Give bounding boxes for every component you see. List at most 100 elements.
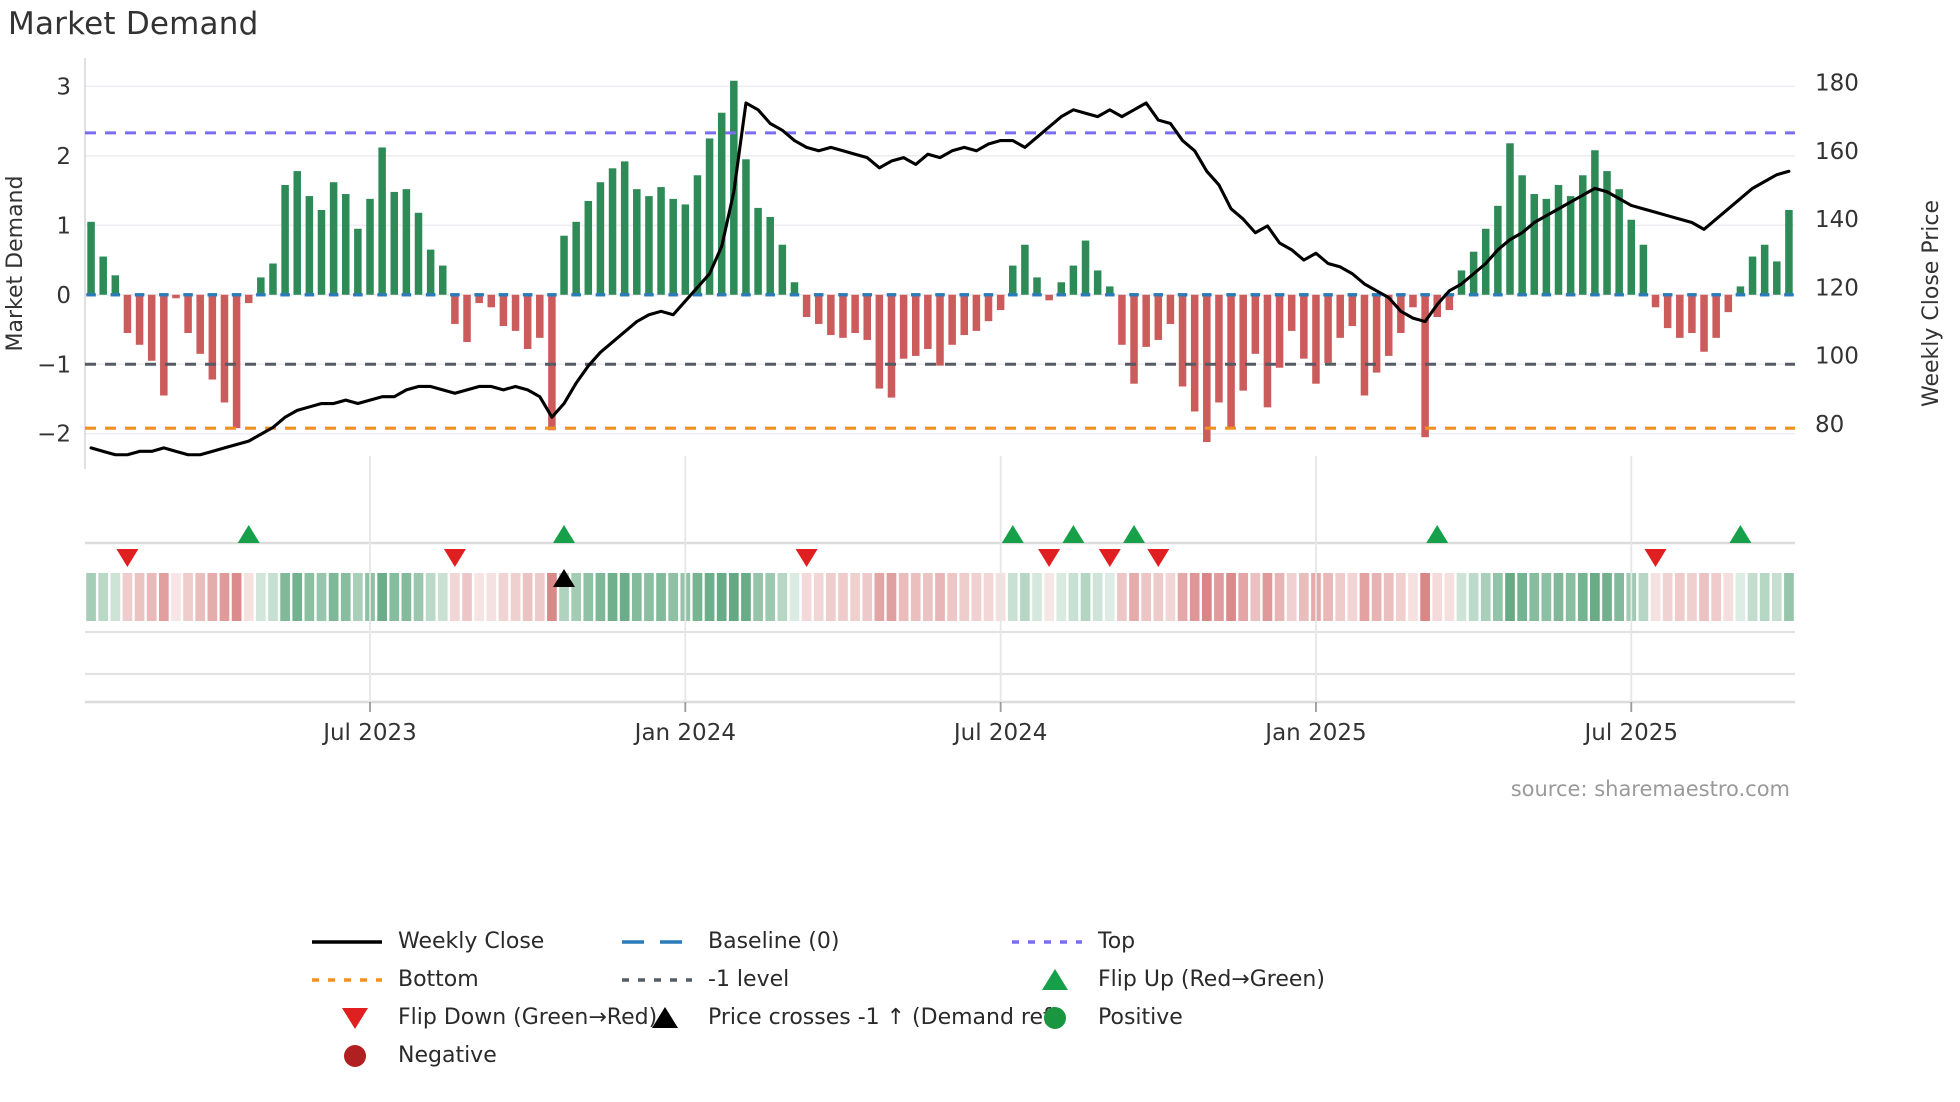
flip-up-marker xyxy=(1062,525,1085,543)
strip-cell xyxy=(450,573,460,621)
strip-cell xyxy=(1529,573,1540,621)
demand-bar xyxy=(1397,294,1405,333)
demand-bar xyxy=(1021,244,1029,295)
demand-bar xyxy=(717,112,726,295)
legend-item[interactable]: Top xyxy=(1012,929,1135,954)
strip-cell xyxy=(595,573,606,621)
flip-down-marker xyxy=(1147,549,1170,567)
strip-cell xyxy=(1068,573,1079,621)
strip-cell xyxy=(1141,573,1152,621)
legend-item[interactable]: Negative xyxy=(344,1043,497,1068)
demand-bar xyxy=(1773,261,1781,295)
strip-cell xyxy=(1092,573,1103,621)
strip-cell xyxy=(413,573,424,621)
legend-item-label: Positive xyxy=(1098,1005,1183,1030)
legend-item[interactable]: Positive xyxy=(1044,1005,1183,1030)
strip-cell xyxy=(231,573,242,621)
demand-bar xyxy=(1676,294,1684,338)
right-tick-label: 100 xyxy=(1815,344,1859,370)
strip-cell xyxy=(1565,573,1576,621)
flip-up-marker xyxy=(237,525,260,543)
demand-bar xyxy=(317,210,326,295)
demand-bar xyxy=(899,294,908,359)
demand-bar xyxy=(1057,282,1066,295)
legend-item[interactable]: Weekly Close xyxy=(312,929,544,954)
page-title: Market Demand xyxy=(8,6,259,42)
strip-cell xyxy=(1359,573,1370,621)
demand-bar xyxy=(863,294,871,340)
demand-bar xyxy=(366,198,374,295)
demand-bar xyxy=(984,294,993,322)
strip-cell xyxy=(631,573,642,621)
strip-cell xyxy=(1250,573,1261,621)
demand-bar xyxy=(341,194,350,295)
demand-bar xyxy=(475,294,483,304)
strip-cell xyxy=(1687,573,1697,621)
strip-cell xyxy=(1456,573,1467,621)
legend-circle-icon xyxy=(344,1045,366,1067)
flip-up-marker xyxy=(1426,525,1449,543)
left-tick-label: −2 xyxy=(37,422,71,448)
legend-circle-icon xyxy=(1044,1007,1066,1029)
demand-bar xyxy=(499,294,508,327)
demand-bar xyxy=(487,294,496,308)
demand-bar xyxy=(244,294,253,304)
legend-item[interactable]: Flip Up (Red→Green) xyxy=(1042,967,1325,992)
demand-bar xyxy=(1712,294,1720,338)
demand-bar xyxy=(1166,294,1175,324)
demand-bar xyxy=(293,171,301,295)
strip-cell xyxy=(644,573,654,621)
legend-item-label: Weekly Close xyxy=(398,929,544,954)
demand-bar xyxy=(354,228,362,295)
legend-item[interactable]: Baseline (0) xyxy=(622,929,839,954)
demand-bar xyxy=(1700,294,1708,352)
legend-item[interactable]: -1 level xyxy=(622,967,789,992)
demand-bar xyxy=(184,294,192,333)
demand-bar xyxy=(1263,294,1272,408)
demand-bar xyxy=(1203,294,1211,443)
demand-bar xyxy=(1336,294,1344,338)
demand-bar xyxy=(439,265,447,295)
strip-cell xyxy=(1517,573,1527,621)
strip-cell xyxy=(340,573,351,621)
demand-bar xyxy=(111,275,120,295)
strip-cell xyxy=(656,573,666,621)
strip-cell xyxy=(1189,573,1200,621)
strip-cell xyxy=(1323,573,1333,621)
right-axis: 180 160 140 120 100 80 Weekly Close Price xyxy=(1815,70,1944,438)
demand-bar xyxy=(172,294,180,299)
strip-cell xyxy=(86,573,96,621)
strip-cell xyxy=(316,573,327,621)
demand-bar xyxy=(1215,294,1223,403)
strip-cell xyxy=(1614,573,1624,621)
legend-item[interactable]: Bottom xyxy=(312,967,479,992)
flip-down-marker xyxy=(1098,549,1121,567)
demand-bar xyxy=(1287,294,1296,331)
strip-cell xyxy=(256,573,266,621)
demand-bar xyxy=(584,200,593,295)
strip-cell xyxy=(559,573,569,621)
strip-cell xyxy=(801,573,812,621)
strip-cell xyxy=(486,573,497,621)
demand-bar xyxy=(693,175,702,295)
demand-bar xyxy=(232,294,241,429)
strip-cell xyxy=(1080,573,1091,621)
legend-item-label: Top xyxy=(1097,929,1135,954)
demand-bar xyxy=(1615,189,1623,295)
demand-bar xyxy=(305,196,314,295)
demand-bar xyxy=(196,294,204,354)
strip-cell xyxy=(1541,573,1552,621)
demand-bar xyxy=(1639,244,1648,295)
demand-bar xyxy=(1045,294,1053,301)
strip-cell xyxy=(1444,573,1455,621)
demand-bar xyxy=(390,191,399,295)
strip-cell xyxy=(1104,573,1115,621)
legend-item[interactable]: Flip Down (Green→Red) xyxy=(342,1005,657,1030)
legend-item[interactable]: Price crosses -1 ↑ (Demand ref) xyxy=(652,1005,1059,1030)
strip-cell xyxy=(134,573,145,621)
demand-bar xyxy=(1651,294,1660,308)
strip-cell xyxy=(1590,573,1600,621)
demand-bar xyxy=(1069,265,1078,295)
strip-cell xyxy=(1553,573,1564,621)
